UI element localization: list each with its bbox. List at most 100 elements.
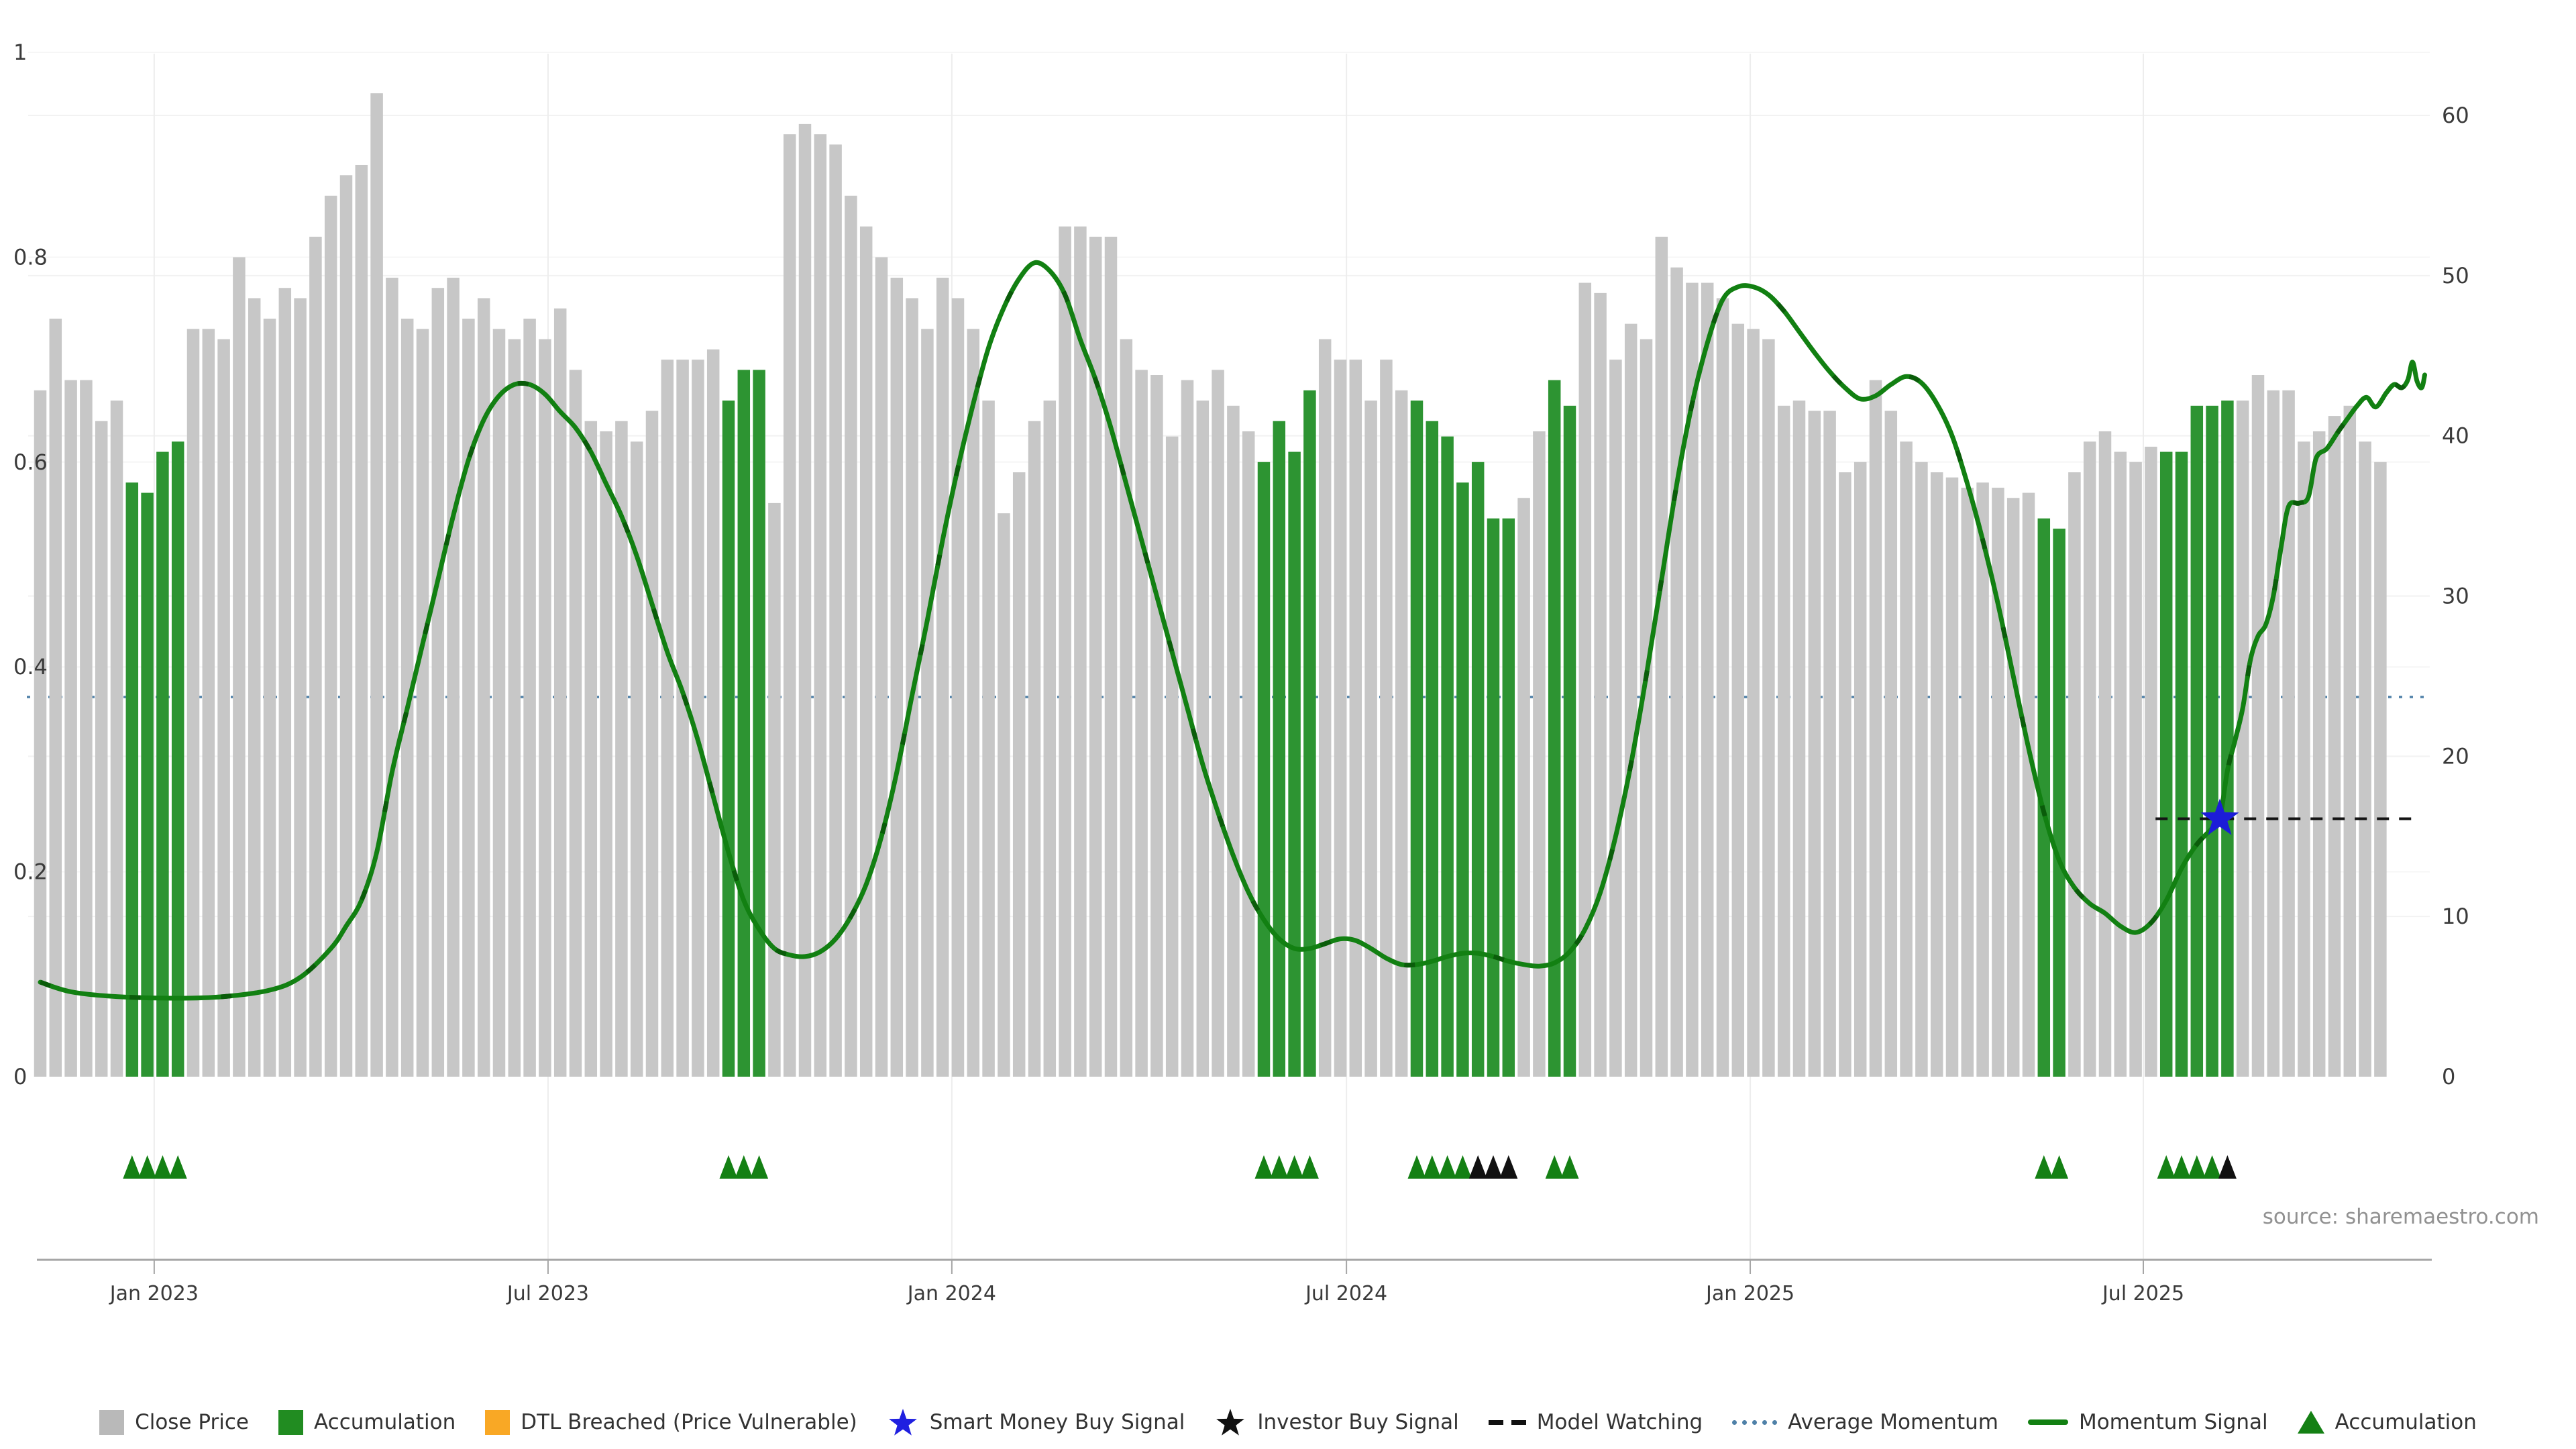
close-price-bar [1196, 400, 1210, 1077]
accumulation-bar [1471, 462, 1485, 1077]
close-price-bar [768, 502, 781, 1077]
accumulation-triangle [1423, 1155, 1442, 1179]
legend-item-model-watching[interactable]: Model Watching [1488, 1410, 1703, 1434]
investor-triangle [2218, 1155, 2237, 1179]
close-price-bar [431, 288, 445, 1077]
close-price-bar [1792, 400, 1806, 1077]
close-price-bar [416, 329, 429, 1077]
close-price-bar [233, 257, 246, 1077]
accumulation-icon [278, 1409, 304, 1435]
close-price-bar [523, 319, 536, 1077]
close-price-bar [1043, 400, 1057, 1077]
x-axis-label: Jul 2024 [1304, 1282, 1387, 1305]
close-price-bar [814, 134, 827, 1077]
legend-item-investor-buy-signal[interactable]: Investor Buy Signal [1214, 1406, 1459, 1438]
close-price-bar [34, 390, 47, 1077]
momentum-signal-line-dashes [39, 260, 2427, 1001]
accumulation-triangle [1254, 1155, 1273, 1179]
close-price-bar [1012, 472, 1026, 1077]
close-price-bar [798, 123, 812, 1077]
close-price-bar [2145, 446, 2157, 1077]
close-price-bar [1670, 267, 1683, 1077]
close-price-bar [355, 164, 368, 1077]
accumulation-triangle [2203, 1155, 2222, 1179]
close-price-bar [706, 349, 720, 1077]
accumulation-bar [1303, 390, 1316, 1077]
close-price-bar [462, 319, 475, 1077]
close-price-bar [386, 277, 398, 1077]
close-price-bar [508, 339, 521, 1077]
close-price-bar [1380, 360, 1393, 1077]
close-price-bar [1212, 370, 1224, 1077]
accumulation-bar [156, 451, 169, 1077]
accumulation-triangle [2188, 1155, 2206, 1179]
close-price-bar [2114, 451, 2127, 1077]
close-price-bar [1930, 472, 1943, 1077]
y-axis-left-label: 0.2 [13, 859, 48, 885]
y-axis-right-label: 50 [2442, 263, 2469, 288]
accumulation-triangle [138, 1155, 157, 1179]
legend-item-accumulation[interactable]: Accumulation [278, 1409, 455, 1435]
chart-plot-area: Jan 2023 Jul 2023 Jan 2024 Jul 2024 Jan 2025… [13, 40, 2469, 1305]
close-price-bar [1839, 472, 1851, 1077]
legend-item-close-price[interactable]: Close Price [99, 1409, 250, 1435]
close-price-bar [217, 339, 230, 1077]
close-price-bar [630, 441, 643, 1077]
close-price-bar [1900, 441, 1913, 1077]
average-momentum-icon [1732, 1419, 1778, 1425]
close-price-bar [248, 298, 261, 1077]
close-price-bar [2343, 405, 2357, 1077]
accumulation-bar [1456, 482, 1469, 1077]
close-price-bar [875, 257, 888, 1077]
close-price-bar [2312, 431, 2326, 1077]
chart-legend: Close Price Accumulation DTL Breached (Pri… [0, 1401, 2576, 1444]
close-price-bar [64, 380, 77, 1077]
legend-item-label: Momentum Signal [2078, 1410, 2268, 1434]
close-price-bar [2251, 375, 2265, 1077]
accumulation-triangle [719, 1155, 738, 1179]
legend-item-average-momentum[interactable]: Average Momentum [1732, 1410, 1998, 1434]
close-price-bar [2282, 390, 2295, 1077]
accumulation-bar [1410, 400, 1424, 1077]
close-price-bar [1089, 236, 1102, 1077]
close-price-bar [400, 319, 414, 1077]
close-price-bar [645, 411, 659, 1077]
close-price-bar [202, 329, 215, 1077]
model-watching-icon [1488, 1419, 1526, 1425]
accumulation-bar [1441, 436, 1454, 1077]
accumulation-bar [1563, 405, 1576, 1077]
close-price-bar [951, 298, 965, 1077]
accumulation-bar [125, 482, 139, 1077]
accumulation-triangle [1453, 1155, 1472, 1179]
x-axis-label: Jan 2024 [906, 1282, 996, 1305]
y-axis-right-label: 30 [2442, 584, 2469, 609]
close-price-bar [339, 175, 353, 1077]
legend-item-label: Investor Buy Signal [1257, 1410, 1459, 1434]
close-price-bar [2267, 390, 2280, 1077]
y-axis-left-label: 0.6 [13, 449, 48, 475]
accumulation-triangle [1545, 1155, 1564, 1179]
close-price-bar [1181, 380, 1194, 1077]
close-price-bar [1334, 360, 1347, 1077]
close-price-bar [1624, 323, 1638, 1077]
close-price-bar [49, 319, 62, 1077]
x-axis-label: Jul 2025 [2101, 1282, 2184, 1305]
accumulation-bar [722, 400, 735, 1077]
close-price-bar [95, 421, 108, 1077]
legend-item-momentum-signal[interactable]: Momentum Signal [2027, 1410, 2268, 1434]
close-price-bar [1823, 411, 1836, 1077]
accumulation-bar [737, 370, 751, 1077]
close-price-bar [2083, 441, 2096, 1077]
close-price-bar [2068, 472, 2081, 1077]
momentum-signal-icon [2027, 1419, 2068, 1425]
close-price-bar [1227, 405, 1240, 1077]
legend-item-accumulation-marker[interactable]: Accumulation [2297, 1410, 2477, 1434]
legend-item-dtl-breached[interactable]: DTL Breached (Price Vulnerable) [485, 1409, 857, 1435]
legend-item-smart-money-buy-signal[interactable]: Smart Money Buy Signal [887, 1406, 1185, 1438]
smart-money-buy-star [2200, 798, 2239, 835]
legend-item-label: Close Price [135, 1410, 250, 1434]
accumulation-triangle [168, 1155, 187, 1179]
close-price-bar [324, 195, 337, 1077]
close-price-bar [1150, 375, 1163, 1077]
